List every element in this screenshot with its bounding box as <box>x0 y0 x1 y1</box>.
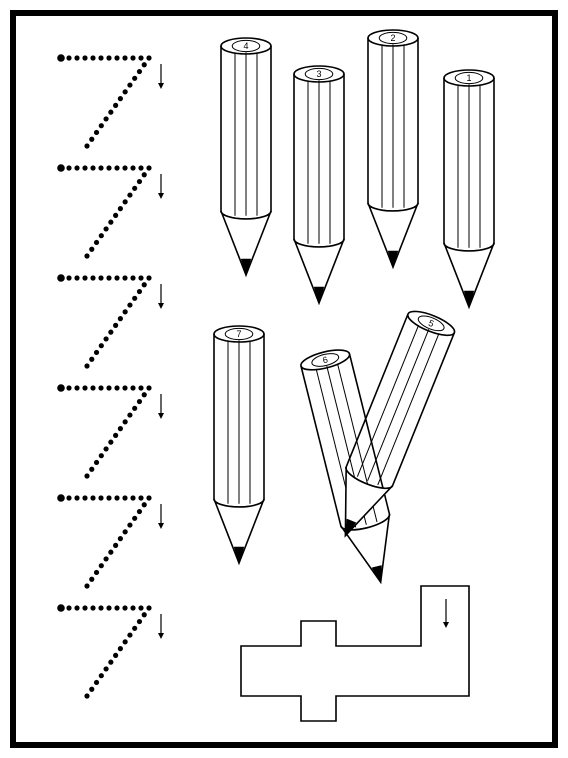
pencil: 1 <box>444 70 494 307</box>
dotted-seven <box>57 604 161 698</box>
pencil: 7 <box>214 326 264 563</box>
dotted-seven <box>57 384 161 478</box>
pencil-number: 2 <box>390 33 395 43</box>
dotted-seven <box>57 164 161 258</box>
pencil: 3 <box>294 66 344 303</box>
dotted-seven <box>57 54 161 148</box>
dotted-seven <box>57 274 161 368</box>
pencil-number: 4 <box>243 41 248 51</box>
pencil: 4 <box>221 38 271 275</box>
pencil-number: 3 <box>316 69 321 79</box>
pencil-number: 1 <box>466 73 471 83</box>
dotted-seven <box>57 494 161 588</box>
pencil: 6 <box>299 346 405 588</box>
worksheet-svg: 4 3 2 1 7 65 <box>16 16 552 742</box>
large-seven-outline <box>241 586 469 721</box>
pencil: 2 <box>368 30 418 267</box>
pencil-number: 7 <box>236 329 241 339</box>
pencil: 5 <box>322 307 457 545</box>
worksheet-content: 4 3 2 1 7 65 <box>16 16 552 742</box>
